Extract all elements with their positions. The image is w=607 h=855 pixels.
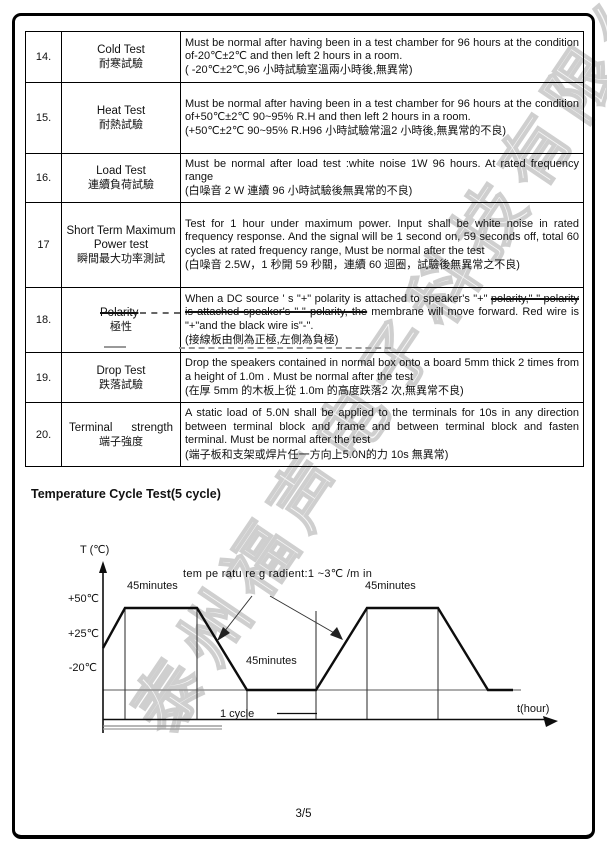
row-number: 15. <box>25 82 62 154</box>
x-axis-arrowhead-icon <box>543 716 558 727</box>
test-description-cell: When a DC source ' s "+" polarity is att… <box>179 287 584 353</box>
struck-polarity-label: Polarity <box>100 307 139 319</box>
test-name-cell: Short Term Maximum Power test 瞬間最大功率測試 <box>61 202 181 288</box>
row-number: 16. <box>25 153 62 203</box>
chart-hold-label-top-left: 45minutes <box>127 580 178 592</box>
test-description-cell: A static load of 5.0N shall be applied t… <box>180 402 584 467</box>
chart-x-axis-label: t(hour) <box>517 703 549 715</box>
test-name-zh: 耐熱試驗 <box>99 119 143 131</box>
test-desc-en: Must be normal after load test :white no… <box>185 157 579 183</box>
revision-dash-mark <box>104 346 126 348</box>
row-number: 17 <box>25 202 62 288</box>
chart-one-cycle-label: 1 cycle <box>220 708 254 720</box>
test-description-cell: Drop the speakers contained in normal bo… <box>180 352 584 403</box>
test-description-cell: Must be normal after having been in a te… <box>180 82 584 154</box>
test-desc-zh: (白噪音 2.5W，1 秒開 59 秒關，連續 60 迴圈，試驗後無異常之不良) <box>185 259 520 272</box>
test-name-zh: 瞬間最大功率測試 <box>77 253 165 265</box>
test-name-cell: Polarity 極性 <box>61 287 181 353</box>
chart-hold-label-mid: 45minutes <box>246 655 297 667</box>
test-description-cell: Test for 1 hour under maximum power. Inp… <box>180 202 584 288</box>
test-desc-zh: ( -20℃±2℃,96 小時試驗室溫兩小時後,無異常) <box>185 64 413 77</box>
test-desc-zh: (在厚 5mm 的木板上從 1.0m 的高度跌落2 次,無異常不良) <box>185 384 464 397</box>
test-desc-en: When a DC source ' s "+" polarity is att… <box>185 293 579 333</box>
strike-dashes <box>140 312 180 314</box>
test-name-en: Short Term Maximum Power test <box>66 225 176 251</box>
row-number: 14. <box>25 31 62 83</box>
test-name-en: Cold Test <box>97 44 145 56</box>
row-number: 20. <box>25 402 62 467</box>
test-desc-en: Test for 1 hour under maximum power. Inp… <box>185 217 579 257</box>
test-description-cell: Must be normal after having been in a te… <box>180 31 584 83</box>
test-name-cell: Heat Test 耐熱試驗 <box>61 82 181 154</box>
test-name-zh: 極性 <box>110 321 132 333</box>
chart-y-axis-label: T (℃) <box>80 544 109 556</box>
table-row: 20. Terminal strength 端子強度 A static load… <box>25 402 584 467</box>
test-desc-en: Must be normal after having been in a te… <box>185 97 579 123</box>
chart-hold-label-top-right: 45minutes <box>365 580 416 592</box>
test-name-zh: 端子強度 <box>99 435 143 448</box>
table-row: 16. Load Test 連續負荷試驗 Must be normal afte… <box>25 153 584 203</box>
chart-tick-plus50: +50℃ <box>68 593 99 605</box>
test-name-zh: 跌落試驗 <box>99 378 143 391</box>
test-desc-zh: (端子板和支架或焊片任一方向上5.0N的力 10s 無異常) <box>185 448 449 461</box>
test-description-cell: Must be normal after load test :white no… <box>180 153 584 203</box>
test-name-cell: Terminal strength 端子強度 <box>61 402 181 467</box>
row-number: 18. <box>25 287 62 353</box>
test-name-en: Load Test <box>96 165 146 177</box>
test-spec-table: 14. Cold Test 耐寒試驗 Must be normal after … <box>25 31 584 467</box>
test-name-cell: Drop Test 跌落試驗 <box>61 352 181 403</box>
arrowhead-right-icon <box>330 627 343 640</box>
test-desc-en: Must be normal after having been in a te… <box>185 36 579 62</box>
table-row: 17 Short Term Maximum Power test 瞬間最大功率測… <box>25 202 584 288</box>
desc-text: membrane will move forward. Red wire is … <box>185 306 579 332</box>
test-name-zh: 連續負荷試驗 <box>88 179 154 191</box>
section-title: Temperature Cycle Test(5 cycle) <box>31 487 221 501</box>
page-number: 3/5 <box>295 808 312 820</box>
test-name-zh: 耐寒試驗 <box>99 58 143 70</box>
test-name-en: Heat Test <box>96 105 146 117</box>
table-row: 14. Cold Test 耐寒試驗 Must be normal after … <box>25 31 584 83</box>
test-desc-zh: (白噪音 2 W 連續 96 小時試驗後無異常的不良) <box>185 185 413 198</box>
test-desc-en: Drop the speakers contained in normal bo… <box>185 357 579 383</box>
test-desc-en: A static load of 5.0N shall be applied t… <box>185 407 579 447</box>
table-row: 19. Drop Test 跌落試驗 Drop the speakers con… <box>25 352 584 403</box>
test-desc-zh: (+50℃±2℃ 90~95% R.H96 小時試驗常溫2 小時後,無異常的不良… <box>185 125 507 138</box>
test-name-cell: Load Test 連續負荷試驗 <box>61 153 181 203</box>
row-number: 19. <box>25 352 62 403</box>
test-name-en: Polarity <box>64 306 180 320</box>
chart-tick-plus25: +25℃ <box>68 628 99 640</box>
table-row-polarity: 18. Polarity 極性 When a DC source ' s "+"… <box>25 287 584 353</box>
test-name-en: Drop Test <box>96 364 146 377</box>
y-axis-arrowhead-icon <box>99 561 107 573</box>
desc-text: When a DC source ' s "+" polarity is att… <box>185 292 491 305</box>
test-desc-zh: (接線板由側為正極,左側為負極) <box>185 334 339 347</box>
test-name-cell: Cold Test 耐寒試驗 <box>61 31 181 83</box>
struck-desc-text: polarity,"-" polarity is attached speake… <box>185 292 579 319</box>
revision-dashed-underline <box>179 347 391 349</box>
table-row: 15. Heat Test 耐熱試驗 Must be normal after … <box>25 82 584 154</box>
test-name-en: Terminal strength <box>69 421 173 434</box>
chart-tick-minus20: -20℃ <box>69 662 97 674</box>
